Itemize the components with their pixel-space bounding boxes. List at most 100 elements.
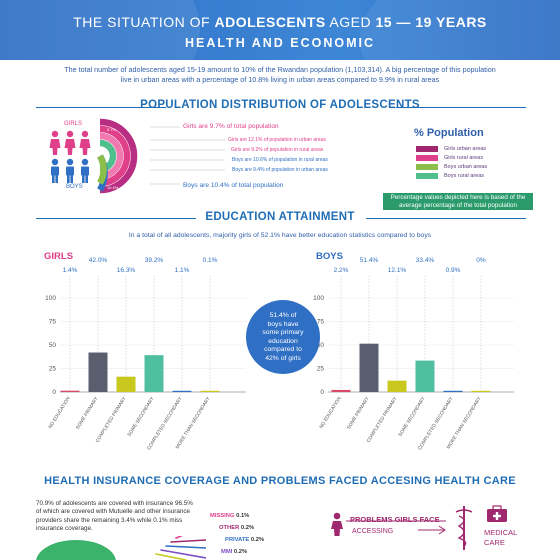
divider: [366, 218, 526, 219]
pie-label-private: PRIVATE 0.2%: [225, 537, 265, 543]
education-subtitle: In a total of all adolescents, majority …: [128, 232, 432, 239]
bar-value-label: 51.4%: [360, 257, 379, 264]
bar: [443, 390, 463, 392]
bar: [200, 390, 220, 392]
connector-lines: [150, 126, 225, 185]
girls-chart-title: GIRLS: [44, 251, 74, 262]
bar: [88, 352, 108, 392]
y-tick-label: 0: [52, 389, 56, 396]
bar-value-label: 0.1%: [203, 257, 218, 264]
divider: [396, 107, 526, 108]
bar: [331, 389, 351, 392]
bar-value-label: 39.2%: [145, 257, 164, 264]
bar-value-label: 12.1%: [388, 267, 407, 274]
caduceus-icon: [455, 506, 473, 550]
boys-figures-icon: [51, 158, 89, 183]
population-title: POPULATION DISTRIBUTION OF ADOLESCENTS: [140, 99, 420, 111]
ring-girls-total: [99, 118, 138, 194]
y-tick-label: 50: [49, 342, 57, 349]
boys-education-chart: 100 75 50 25 0 2.2% NO EDUCATION 51.4% SOME PRIM…: [313, 257, 514, 451]
legend-swatch: [416, 155, 438, 161]
boys-rural-label: Boys are 10.6% of population in rural ar…: [232, 157, 328, 163]
page-subtitle: HEALTH AND ECONOMIC: [184, 36, 376, 50]
y-tick-label: 0: [320, 389, 324, 396]
legend-label: Boys rural areas: [444, 173, 485, 179]
bar: [116, 376, 136, 392]
x-tick-label: NO EDUCATION: [318, 395, 343, 430]
x-tick-label: SOME SECONDARY: [397, 395, 427, 438]
bar: [471, 390, 491, 392]
bar-value-label: 0.9%: [446, 267, 461, 274]
population-note: Percentage values depicted here is based…: [383, 193, 533, 210]
legend-label: Girls rural areas: [444, 155, 484, 161]
intro-text: The total number of adolescents aged 15-…: [64, 65, 496, 84]
boys-label: BOYS: [66, 184, 83, 190]
medical-care-label: MEDICAL CARE: [484, 528, 518, 547]
bar-value-label: 1.4%: [63, 267, 78, 274]
bar-value-label: 2.2%: [334, 267, 349, 274]
y-tick-label: 50: [317, 342, 325, 349]
bar: [387, 380, 407, 392]
girls-urban-label: Girls are 12.1% of population in urban a…: [228, 137, 326, 143]
legend-label: Girls urban areas: [444, 146, 487, 152]
pie-label-mmi: MMI 0.2%: [221, 549, 248, 555]
girls-figures-icon: [49, 130, 91, 155]
legend-item: Girls urban areas: [416, 146, 486, 152]
legend-swatch: [416, 146, 438, 152]
bar-value-label: 0%: [476, 257, 486, 264]
bar: [359, 343, 379, 392]
pie-label-other: OTHER 0.2%: [219, 525, 255, 531]
y-tick-label: 75: [49, 319, 57, 326]
y-tick-label: 25: [49, 366, 57, 373]
header-banner: THE SITUATION OF ADOLESCENTS AGED 15 — 1…: [0, 0, 560, 60]
bar: [172, 390, 192, 392]
boys-primary-callout: 51.4% of boys have some primary educatio…: [246, 300, 320, 374]
legend-swatch: [416, 164, 438, 170]
health-insurance-text: 70.9% of adolescents are covered with in…: [36, 500, 193, 533]
divider: [346, 520, 446, 522]
legend-item: Boys urban areas: [416, 164, 487, 170]
boys-urban-label: Boys are 9.4% of population in urban are…: [232, 167, 328, 173]
population-rings: 9.7% 10.4%: [97, 118, 138, 194]
problems-subheading: ACCESSING: [352, 528, 394, 535]
bar-value-label: 42.0%: [89, 257, 108, 264]
ring-girls-urban: [99, 125, 131, 187]
bar-value-label: 1.1%: [175, 267, 190, 274]
legend-label: Boys urban areas: [444, 164, 488, 170]
y-tick-label: 100: [45, 295, 56, 302]
bar: [60, 390, 80, 392]
divider: [36, 107, 166, 108]
bar: [415, 360, 435, 392]
ring-value: 9.7%: [107, 127, 117, 132]
girl-icon: [331, 512, 343, 536]
girls-total-label: Girls are 9.7% of total population: [183, 123, 279, 130]
y-tick-label: 25: [317, 366, 325, 373]
medical-kit-icon: [487, 505, 507, 522]
problems-heading: PROBLEMS GIRLS FACE: [350, 515, 440, 524]
legend-title: % Population: [414, 127, 484, 139]
insurance-pie: [36, 536, 206, 560]
bar: [144, 355, 164, 392]
population-legend: Girls urban areas Girls rural areas Boys u…: [416, 146, 536, 186]
boys-total-label: Boys are 10.4% of total population: [183, 182, 284, 189]
y-tick-label: 75: [317, 319, 325, 326]
girls-label: GIRLS: [64, 121, 83, 127]
bar-value-label: 16.3%: [117, 267, 136, 274]
ring-boys-urban: [97, 154, 107, 185]
x-tick-label: COMPLETED PRIMARY: [366, 395, 400, 444]
y-tick-label: 100: [313, 295, 324, 302]
legend-item: Girls rural areas: [416, 155, 483, 161]
pie-label-missing: MISSING 0.1%: [210, 513, 250, 519]
legend-swatch: [416, 173, 438, 179]
arrow-right-icon: [418, 525, 446, 535]
divider: [36, 218, 196, 219]
legend-item: Boys rural areas: [416, 173, 484, 179]
health-title: HEALTH INSURANCE COVERAGE AND PROBLEMS F…: [44, 475, 516, 487]
boys-chart-title: BOYS: [316, 251, 343, 262]
bar-value-label: 33.4%: [416, 257, 435, 264]
x-tick-label: SOME PRIMARY: [346, 395, 371, 430]
education-title: EDUCATION ATTAINMENT: [205, 211, 355, 223]
ring-value: 10.4%: [107, 185, 119, 190]
girls-rural-label: Girls are 9.2% of population in rural ar…: [231, 147, 324, 153]
